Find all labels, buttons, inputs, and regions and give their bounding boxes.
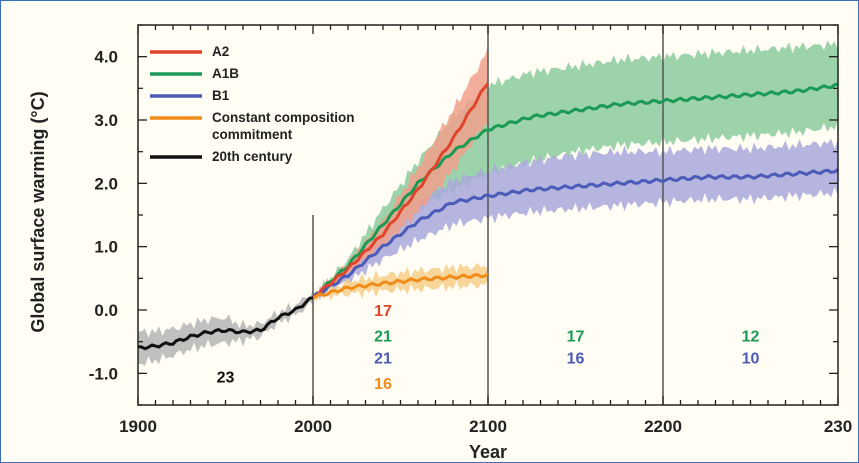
count-label: 12 bbox=[742, 328, 760, 345]
count-label: 21 bbox=[374, 328, 392, 345]
count-annotations: 23 17 21 21 16 17 16 12 10 bbox=[217, 303, 760, 393]
count-label: 21 bbox=[374, 351, 392, 368]
line-constant-composition-commitment bbox=[312, 272, 489, 301]
legend-label-a2: A2 bbox=[212, 44, 229, 59]
count-label: 17 bbox=[374, 303, 392, 320]
x-tick-label: 2000 bbox=[294, 417, 332, 436]
legend: A2 A1B B1 Constant composition commitment 20t… bbox=[150, 44, 355, 164]
count-label: 10 bbox=[742, 351, 760, 368]
legend-label-b1: B1 bbox=[212, 88, 230, 103]
y-tick-label: -1.0 bbox=[89, 364, 118, 383]
band-20th-century bbox=[138, 289, 313, 366]
y-tick-label: 1.0 bbox=[94, 238, 118, 257]
x-tick-label: 230 bbox=[824, 417, 852, 436]
count-label: 16 bbox=[374, 376, 392, 393]
x-tick-label: 1900 bbox=[119, 417, 157, 436]
line-20th-century bbox=[137, 296, 314, 351]
count-label: 23 bbox=[217, 370, 235, 387]
axis-ticks: 1900 2000 2100 2200 230 4.0 3.0 2.0 1.0 0.0 -1.0 bbox=[89, 24, 852, 436]
x-tick-label: 2100 bbox=[469, 417, 507, 436]
x-axis-label: Year bbox=[469, 442, 507, 462]
legend-label-constant-composition-commitment: Constant composition bbox=[212, 110, 355, 125]
line-a2 bbox=[312, 82, 490, 298]
x-tick-label: 2200 bbox=[644, 417, 682, 436]
y-tick-label: 4.0 bbox=[94, 48, 118, 67]
legend-label-a1b: A1B bbox=[212, 66, 239, 81]
vertical-markers bbox=[312, 25, 664, 405]
line-a1b bbox=[312, 82, 839, 298]
y-tick-label: 2.0 bbox=[94, 174, 118, 193]
count-label: 16 bbox=[567, 351, 585, 368]
legend-label-constant-composition-commitment: commitment bbox=[212, 127, 293, 142]
y-tick-label: 3.0 bbox=[94, 111, 118, 130]
series-lines bbox=[137, 82, 839, 351]
count-label: 17 bbox=[567, 328, 585, 345]
legend-label-20th-century: 20th century bbox=[212, 149, 293, 164]
y-axis-label: Global surface warming (°C) bbox=[28, 91, 48, 332]
band-a1b bbox=[313, 40, 838, 301]
band-b1 bbox=[313, 138, 838, 301]
y-tick-label: 0.0 bbox=[94, 301, 118, 320]
line-b1 bbox=[311, 168, 839, 299]
